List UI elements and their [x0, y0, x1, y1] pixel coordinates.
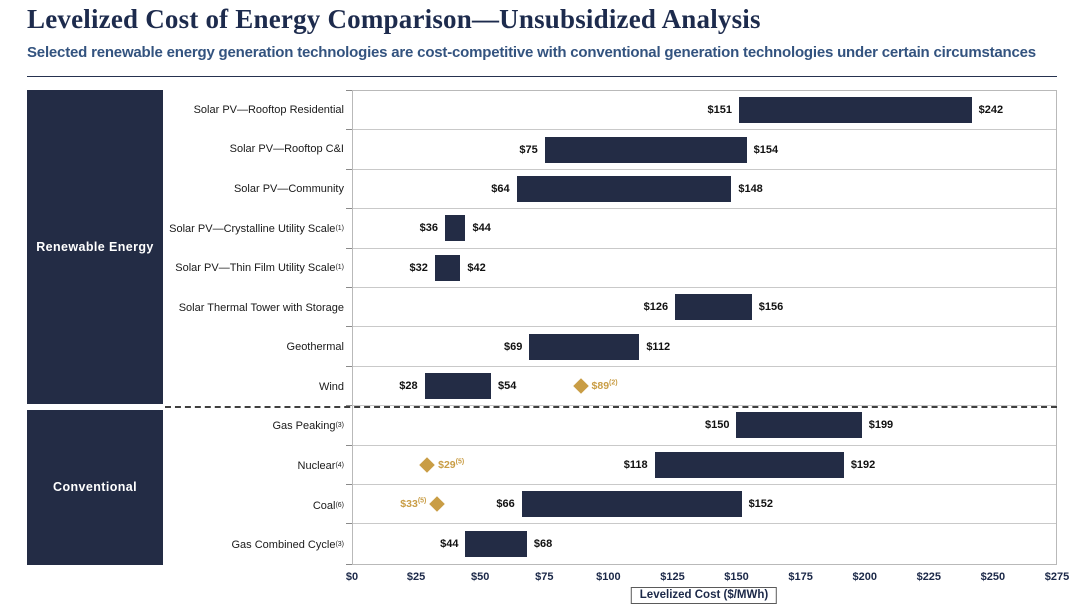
range-bar [424, 373, 492, 400]
category-label: Nuclear (4) [297, 459, 344, 472]
group-block-renewable-energy: Renewable Energy [27, 90, 163, 404]
diamond-value: $33(5) [400, 497, 427, 511]
category-label: Coal (6) [312, 499, 344, 512]
category-label: Gas Peaking (3) [272, 420, 344, 433]
group-separator-dashed-line [165, 405, 1057, 408]
diamond-value: $29(5) [438, 458, 465, 471]
header-divider [27, 76, 1057, 77]
bar-min-value: $75 [519, 143, 538, 156]
diamond-marker [419, 457, 435, 473]
range-bar [736, 412, 862, 439]
bar-min-value: $126 [643, 301, 669, 314]
x-tick: $150 [724, 571, 749, 583]
range-bar [465, 531, 527, 558]
bar-min-value: $28 [399, 380, 418, 393]
bar-min-value: $44 [440, 538, 459, 551]
chart-row: $69 $112 [346, 327, 1056, 368]
page-subtitle: Selected renewable energy generation tec… [27, 44, 1036, 61]
bar-max-value: $68 [533, 538, 553, 551]
range-bar [739, 97, 972, 124]
group-label-conventional: Conventional [53, 480, 137, 495]
chart-row: $75 $154 [346, 130, 1056, 171]
bar-min-value: $64 [491, 183, 510, 196]
category-label: Gas Combined Cycle (3) [231, 539, 345, 552]
range-bar [521, 491, 742, 518]
x-tick: $250 [980, 571, 1006, 583]
category-label: Solar PV—Rooftop C&I [229, 143, 344, 156]
chart-row: $126 $156 [346, 288, 1056, 328]
chart-row: $28 $54 $89(2) [346, 367, 1056, 407]
x-tick: $175 [788, 571, 813, 583]
bar-min-value: $151 [707, 104, 733, 117]
chart-row: $151 $242 [346, 91, 1056, 131]
x-tick: $0 [345, 571, 359, 583]
bar-max-value: $112 [646, 340, 671, 353]
range-bar [434, 254, 461, 281]
bar-max-value: $42 [467, 261, 486, 274]
range-bar [544, 136, 747, 163]
group-label-renewable-energy: Renewable Energy [36, 239, 154, 254]
diamond-marker [429, 496, 446, 513]
bar-max-value: $156 [758, 301, 784, 314]
x-tick: $225 [916, 571, 942, 583]
page-title: Levelized Cost of Energy Comparison—Unsu… [27, 4, 761, 34]
range-bar [516, 176, 732, 203]
x-tick: $100 [596, 571, 621, 583]
range-bar [654, 451, 844, 478]
chart-row: $64 $148 [346, 170, 1056, 210]
category-label: Solar Thermal Tower with Storage [178, 301, 344, 314]
bar-max-value: $199 [868, 419, 894, 432]
bar-max-value: $54 [498, 380, 517, 393]
x-axis: $0 $25 $50 $75 $100 $125 $150 $175 $200 $225 $250 $… [346, 571, 1069, 585]
chart-row: $150 $199 [346, 406, 1056, 447]
category-label: Geothermal [286, 341, 344, 354]
chart-row: $32 $42 [346, 249, 1056, 289]
range-bar [675, 294, 752, 321]
category-label: Solar PV—Community [233, 182, 344, 195]
chart-row: $44 $68 [346, 524, 1056, 566]
x-tick: $275 [1044, 571, 1070, 583]
bar-min-value: $36 [419, 222, 439, 235]
category-labels: Solar PV—Rooftop Residential Solar PV—Roo… [160, 90, 352, 565]
range-bar [529, 333, 640, 360]
bar-max-value: $242 [978, 104, 1004, 117]
plot-area: $151 $242 $75 $154 $64 $148 $36 $44 $32 $42 $126 $1… [346, 90, 1057, 566]
bar-max-value: $154 [753, 143, 779, 156]
x-tick: $25 [406, 571, 426, 583]
bar-min-value: $69 [504, 340, 523, 353]
x-axis-title: Levelized Cost ($/MWh) [630, 587, 778, 604]
x-tick: $50 [470, 571, 490, 583]
category-label: Solar PV—Thin Film Utility Scale (1) [175, 262, 344, 275]
diamond-marker [572, 378, 589, 394]
bar-max-value: $192 [850, 458, 876, 471]
category-label: Wind [318, 380, 344, 393]
diamond-value: $89(2) [591, 379, 618, 393]
range-bar [445, 215, 466, 242]
bar-max-value: $44 [472, 222, 491, 235]
category-label: Solar PV—Rooftop Residential [193, 103, 344, 116]
bar-min-value: $118 [623, 458, 648, 471]
group-block-conventional: Conventional [27, 409, 163, 565]
bar-min-value: $150 [704, 419, 730, 432]
bar-min-value: $32 [409, 261, 428, 274]
category-label: Solar PV—Crystalline Utility Scale (1) [169, 222, 344, 235]
chart-row: $36 $44 [346, 209, 1056, 250]
bar-min-value: $66 [496, 498, 515, 511]
x-tick: $75 [535, 571, 554, 583]
chart-row: $118 $192 $29(5) [346, 446, 1056, 486]
x-tick: $200 [852, 571, 877, 583]
chart-row: $66 $152 $33(5) [346, 485, 1056, 525]
bar-max-value: $152 [748, 498, 774, 511]
bar-max-value: $148 [738, 183, 763, 196]
x-tick: $125 [660, 571, 685, 583]
